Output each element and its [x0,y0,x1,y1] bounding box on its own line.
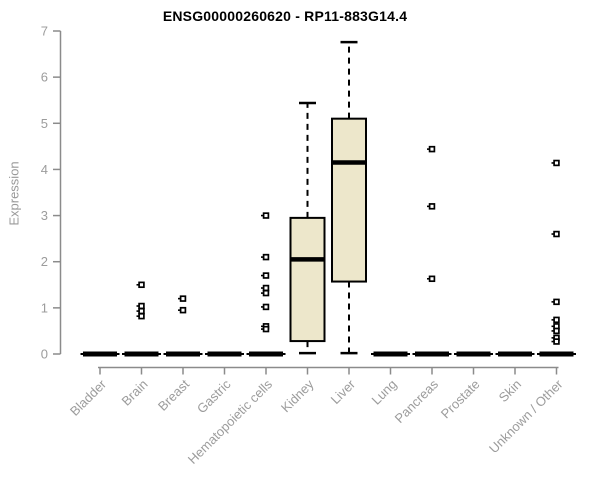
box-breast [163,295,203,357]
outlier-point [553,316,560,324]
box-pancreas [412,145,452,357]
boxes [80,40,576,357]
x-tick-label: Breast [155,376,192,413]
box-hematopoietic-cells [246,212,286,357]
box-skin [495,351,535,357]
x-tick-label: Bladder [67,376,110,419]
outlier-point [138,307,145,315]
outlier-point [262,289,270,297]
box-unknown-other [537,159,576,357]
y-axis-label: Expression [6,161,22,226]
box-bladder [80,351,120,357]
box-brain [122,281,161,357]
outlier-point [262,325,270,333]
y-tick-label: 5 [41,116,48,131]
outlier-point [179,306,187,314]
box-prostate [454,351,493,357]
outlier-point [262,253,270,261]
outlier-point [179,295,187,302]
y-axis: 0 1 2 3 4 5 6 7 [41,24,62,362]
outlier-point [262,212,270,219]
box-kidney [289,101,326,355]
x-tick-label: Pancreas [392,376,442,426]
y-tick-label: 6 [41,70,48,85]
x-tick-label: Unknown / Other [486,376,566,456]
outlier-point [428,145,436,153]
outlier-point [428,203,436,210]
x-tick-label: Skin [496,377,524,405]
x-tick-label: Brain [119,377,151,409]
box-lung [371,351,410,357]
x-tick-label: Kidney [278,376,317,415]
outlier-point [138,281,145,289]
x-tick-label: Liver [328,376,359,407]
y-tick-label: 1 [41,300,48,315]
y-tick-label: 2 [41,254,48,269]
outlier-point [138,312,145,320]
outlier-point [428,275,436,283]
x-tick-label: Gastric [194,376,234,416]
y-tick-label: 4 [41,162,48,177]
chart-title: ENSG00000260620 - RP11-883G14.4 [162,8,408,24]
box-gastric [205,351,244,357]
outlier-point [138,302,145,310]
outlier-point [262,272,270,279]
outlier-point [262,303,270,311]
outlier-point [553,327,560,335]
outlier-point [262,284,270,292]
y-tick-label: 7 [41,24,48,39]
outlier-point [553,338,560,345]
x-tick-label: Lung [369,377,400,408]
box-liver [331,40,367,355]
y-tick-label: 3 [41,208,48,223]
outlier-point [553,298,560,306]
outlier-point [553,230,560,238]
outlier-point [553,159,560,167]
y-tick-label: 0 [41,347,48,362]
x-tick-label: Prostate [438,377,483,422]
